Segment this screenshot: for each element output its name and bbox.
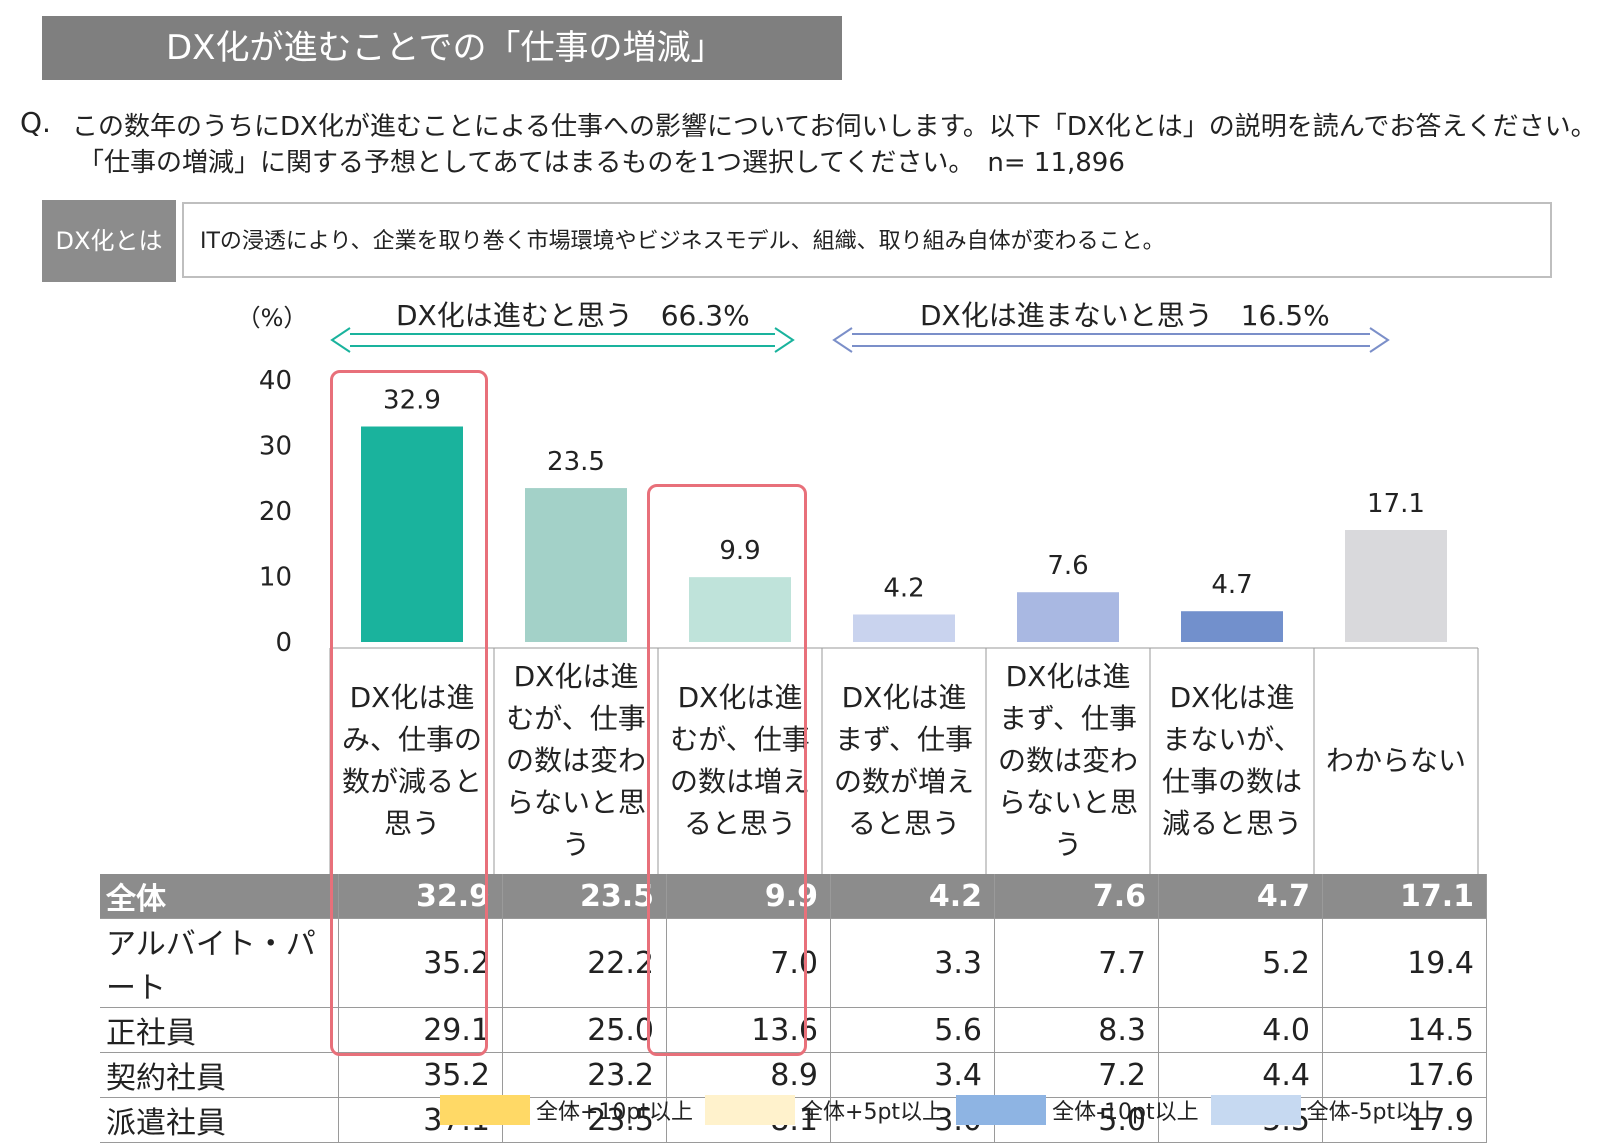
legend-swatch	[440, 1095, 530, 1125]
no-advance-arrow	[832, 327, 1390, 353]
table-cell: 4.7	[1158, 874, 1323, 919]
table-cell: 4.0	[1158, 1007, 1323, 1053]
table-cell: 7.7	[994, 918, 1159, 1008]
legend-swatch	[956, 1095, 1047, 1125]
x-category-label: わからない	[1325, 744, 1466, 777]
table-cell: 13.6	[666, 1007, 831, 1053]
x-category-label: DX化は進 み、仕事の 数が減ると 思う	[341, 681, 482, 840]
legend: 全体+10pt以上 全体+5pt以上 全体-10pt以上 全体-5pt以上	[440, 1094, 1439, 1126]
y-tick-label: 30	[259, 432, 292, 462]
legend-item: 全体+5pt以上	[705, 1094, 944, 1126]
bar	[1345, 529, 1447, 642]
x-category-label: DX化は進 まず、仕事 の数は変わ らないと思う	[997, 660, 1138, 861]
table-cell: 25.0	[502, 1007, 667, 1053]
legend-item: 全体+10pt以上	[440, 1094, 693, 1126]
y-tick-label: 10	[259, 563, 292, 593]
table-cell: 8.3	[994, 1007, 1159, 1053]
table-cell: 8.9	[666, 1052, 831, 1098]
page-title: DX化が進むことでの「仕事の増減」	[42, 16, 842, 80]
table-cell: 22.2	[502, 918, 667, 1008]
bar	[1181, 611, 1283, 642]
table-cell: 17.1	[1322, 874, 1487, 919]
y-tick-label: 40	[259, 366, 292, 396]
question-text-line2: 「仕事の増減」に関する予想としてあてはまるものを1つ選択してください。 n= 1…	[78, 148, 1125, 178]
legend-label: 全体-10pt以上	[1052, 1100, 1199, 1125]
bar	[1017, 592, 1119, 642]
bar-value-label: 17.1	[1367, 489, 1425, 519]
table-row: アルバイト・パート 35.2 22.2 7.0 3.3 7.7 5.2 19.4	[100, 918, 1487, 1008]
group-label-no-advance: DX化は進まないと思う 16.5%	[920, 299, 1330, 332]
table-cell: 3.3	[830, 918, 995, 1008]
table-cell: 4.4	[1158, 1052, 1323, 1098]
table-cell: 35.2	[338, 1052, 503, 1098]
row-label: 全体	[100, 874, 339, 919]
bar-value-label: 32.9	[383, 386, 441, 416]
legend-label: 全体+5pt以上	[801, 1100, 945, 1125]
y-tick-label: 0	[275, 628, 292, 658]
table-cell: 9.9	[666, 874, 831, 919]
table-cell: 19.4	[1322, 918, 1487, 1008]
bar	[853, 614, 955, 642]
table-cell: 5.2	[1158, 918, 1323, 1008]
table-cell: 23.2	[502, 1052, 667, 1098]
advance-arrow	[330, 327, 795, 353]
table-cell: 14.5	[1322, 1007, 1487, 1053]
definition-text: ITの浸透により、企業を取り巻く市場環境やビジネスモデル、組織、取り組み自体が変…	[182, 202, 1552, 278]
x-category-label: DX化は進 まないが、 仕事の数は 減ると思う	[1161, 681, 1302, 840]
table-cell: 29.1	[338, 1007, 503, 1053]
bar-value-label: 7.6	[1047, 551, 1088, 581]
table-cell: 3.4	[830, 1052, 995, 1098]
bar	[525, 488, 627, 642]
table-cell: 7.2	[994, 1052, 1159, 1098]
table-row: 全体 32.9 23.5 9.9 4.2 7.6 4.7 17.1	[100, 874, 1487, 919]
legend-item: 全体-5pt以上	[1210, 1094, 1440, 1126]
row-label: 派遣社員	[100, 1097, 339, 1143]
question-label: Q.	[20, 106, 51, 139]
y-axis-label: （%）	[237, 304, 308, 332]
table-cell: 23.5	[502, 874, 667, 919]
table-cell: 35.2	[338, 918, 503, 1008]
group-label-advance: DX化は進むと思う 66.3%	[396, 299, 750, 332]
legend-swatch	[1210, 1095, 1301, 1125]
table-cell: 5.6	[830, 1007, 995, 1053]
row-label: アルバイト・パート	[100, 918, 339, 1008]
table-cell: 4.2	[830, 874, 995, 919]
highlight-box-decrease	[330, 370, 488, 1056]
legend-swatch	[705, 1095, 796, 1125]
bar-value-label: 4.7	[1211, 570, 1252, 600]
legend-label: 全体+10pt以上	[536, 1100, 694, 1125]
legend-label: 全体-5pt以上	[1306, 1100, 1440, 1125]
bar	[689, 577, 791, 642]
definition-label: DX化とは	[42, 200, 176, 282]
y-tick-label: 20	[259, 497, 292, 527]
bar-value-label: 23.5	[547, 447, 605, 477]
x-category-label: DX化は進 むが、仕事 の数は増え ると思う	[669, 681, 810, 840]
bar	[361, 426, 463, 642]
question-text-line1: この数年のうちにDX化が進むことによる仕事への影響についてお伺いします。以下「D…	[72, 112, 1597, 142]
table-row: 契約社員 35.2 23.2 8.9 3.4 7.2 4.4 17.6	[100, 1052, 1487, 1098]
table-cell: 17.6	[1322, 1052, 1487, 1098]
bar-value-label: 9.9	[719, 536, 760, 566]
bar-value-label: 4.2	[883, 573, 924, 603]
table-cell: 32.9	[338, 874, 503, 919]
highlight-box-increase	[647, 484, 807, 1056]
legend-item: 全体-10pt以上	[956, 1094, 1199, 1126]
table-cell: 7.6	[994, 874, 1159, 919]
x-category-label: DX化は進 まず、仕事 の数が増え ると思う	[833, 681, 974, 840]
x-category-label: DX化は進 むが、仕事 の数は変わ らないと思う	[505, 660, 646, 861]
row-label: 契約社員	[100, 1052, 339, 1098]
table-row: 正社員 29.1 25.0 13.6 5.6 8.3 4.0 14.5	[100, 1007, 1487, 1053]
table-cell: 7.0	[666, 918, 831, 1008]
row-label: 正社員	[100, 1007, 339, 1053]
